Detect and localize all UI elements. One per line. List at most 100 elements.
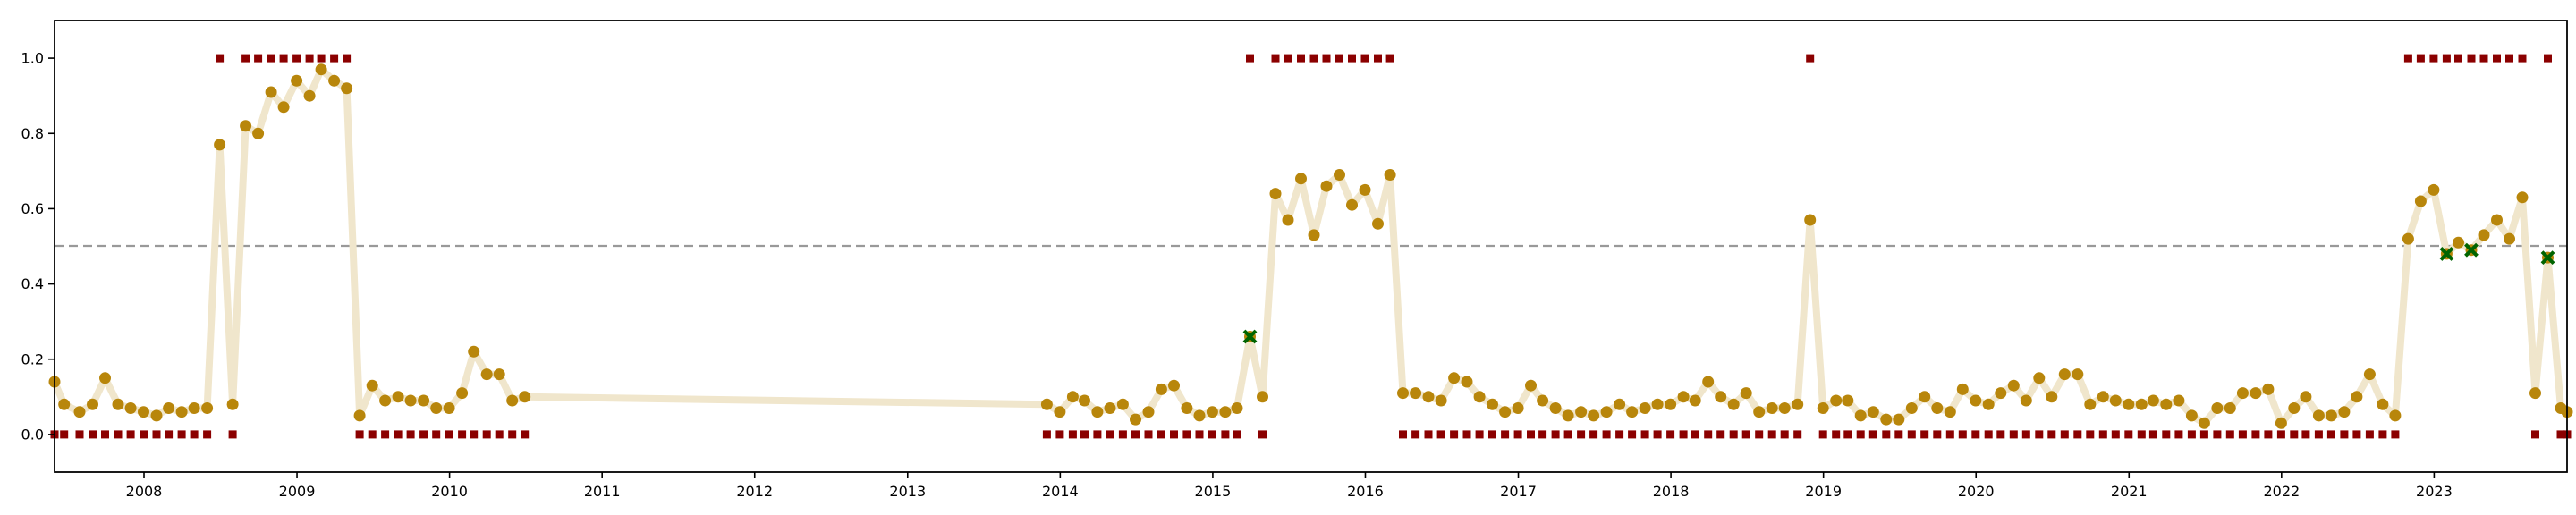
label-point xyxy=(2340,430,2349,439)
score-point xyxy=(1040,398,1053,410)
score-point xyxy=(341,82,353,95)
label-point xyxy=(2162,430,2171,439)
label-point xyxy=(1716,430,1725,439)
score-point xyxy=(2414,195,2427,207)
score-point xyxy=(277,101,290,114)
score-point xyxy=(353,409,366,422)
label-point xyxy=(1843,430,1852,439)
score-point xyxy=(2123,398,2135,410)
label-point xyxy=(1042,430,1051,439)
score-point xyxy=(1817,402,1829,414)
score-point xyxy=(2236,387,2249,400)
label-point xyxy=(2493,54,2501,63)
score-point xyxy=(73,406,86,418)
score-point xyxy=(1487,398,1498,410)
label-point xyxy=(2391,430,2400,439)
label-point xyxy=(1767,430,1776,439)
score-point xyxy=(138,406,149,418)
label-point xyxy=(1996,430,2005,439)
label-point xyxy=(419,430,428,439)
label-point xyxy=(1221,430,1230,439)
score-point xyxy=(2072,368,2084,381)
label-point xyxy=(317,54,326,63)
label-point xyxy=(1385,54,1394,63)
score-point xyxy=(456,387,469,400)
score-point xyxy=(1842,394,1854,407)
score-point xyxy=(1334,169,1345,181)
label-point xyxy=(1424,430,1433,439)
score-point xyxy=(2046,391,2058,403)
label-point xyxy=(1246,54,1254,63)
score-point xyxy=(1422,391,1435,403)
label-point xyxy=(75,430,84,439)
score-point xyxy=(1372,217,1384,230)
score-point xyxy=(1740,387,1752,400)
label-point xyxy=(394,430,402,439)
score-point xyxy=(1168,379,1180,392)
misclassified-point xyxy=(2540,250,2555,266)
label-point xyxy=(1488,430,1496,439)
score-point xyxy=(1384,169,1396,181)
score-point xyxy=(2160,398,2173,410)
x-tick-label: 2014 xyxy=(1042,483,1079,500)
score-point xyxy=(150,409,163,422)
label-point xyxy=(1399,430,1407,439)
plot-area xyxy=(48,54,2573,439)
score-point xyxy=(291,74,303,87)
label-point xyxy=(1868,430,1877,439)
score-point xyxy=(1435,394,1447,407)
label-point xyxy=(482,430,491,439)
label-point xyxy=(2352,430,2361,439)
score-point xyxy=(1512,402,1524,414)
label-point xyxy=(2251,430,2260,439)
score-point xyxy=(1575,406,1588,418)
score-point xyxy=(1219,406,1232,418)
label-point xyxy=(1182,430,1191,439)
score-point xyxy=(1600,406,1613,418)
label-point xyxy=(2047,430,2056,439)
label-point xyxy=(2544,54,2552,63)
score-point xyxy=(2262,383,2275,395)
score-point xyxy=(1677,391,1690,403)
label-point xyxy=(1322,54,1331,63)
score-point xyxy=(1448,372,1461,384)
label-point xyxy=(1640,430,1649,439)
score-point xyxy=(214,139,226,151)
score-point xyxy=(1614,398,1626,410)
score-point xyxy=(1651,398,1664,410)
score-point xyxy=(99,372,111,384)
label-point xyxy=(165,430,174,439)
label-point xyxy=(1411,430,1420,439)
score-point xyxy=(1320,180,1333,192)
label-point xyxy=(2467,54,2476,63)
score-point xyxy=(1982,398,1995,410)
score-point xyxy=(2198,417,2210,429)
x-tick-label: 2013 xyxy=(889,483,926,500)
score-point xyxy=(1715,391,1727,403)
score-point xyxy=(2275,417,2287,429)
score-point xyxy=(2147,394,2159,407)
score-point xyxy=(1473,391,1486,403)
score-point xyxy=(1702,376,1715,388)
label-point xyxy=(2518,54,2527,63)
label-point xyxy=(2009,430,2018,439)
score-point xyxy=(1804,214,1817,226)
label-point xyxy=(2301,430,2310,439)
label-point xyxy=(1882,430,1891,439)
score-point xyxy=(2007,379,2020,392)
misclassified-point xyxy=(2464,242,2479,258)
label-point xyxy=(2416,54,2425,63)
label-point xyxy=(1818,430,1827,439)
label-point xyxy=(2124,430,2133,439)
score-point xyxy=(2516,191,2529,204)
score-point xyxy=(1130,413,1141,426)
label-point xyxy=(521,430,530,439)
label-point xyxy=(406,430,415,439)
score-point xyxy=(1308,229,1320,241)
label-point xyxy=(2290,430,2299,439)
label-point xyxy=(1118,430,1127,439)
label-point xyxy=(228,430,237,439)
label-point xyxy=(1920,430,1929,439)
label-point xyxy=(1704,430,1713,439)
label-point xyxy=(1563,430,1572,439)
